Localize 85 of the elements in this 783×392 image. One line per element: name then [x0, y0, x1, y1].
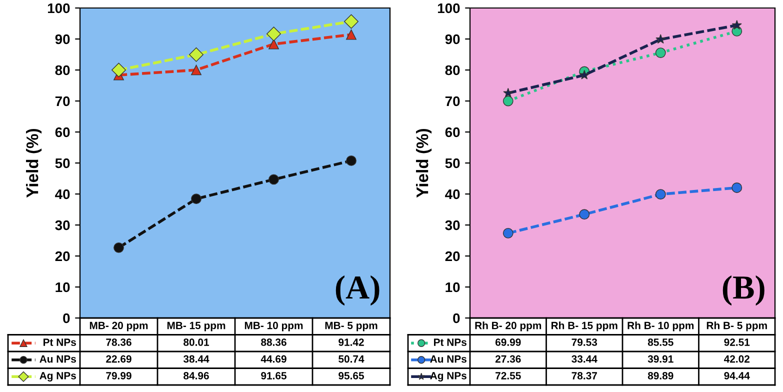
y-tick-label: 60 [55, 127, 70, 138]
point [655, 48, 666, 58]
y-tick-label: 40 [445, 189, 460, 200]
data-label: 89.89 [648, 372, 674, 380]
legend-label: Ag NPs [40, 372, 76, 382]
y-tick-label: 30 [445, 220, 460, 230]
data-label: 85.55 [648, 338, 674, 346]
y-tick-label: 0 [63, 313, 70, 324]
legend-label: Pt NPs [434, 338, 466, 346]
y-tick-label: 70 [445, 96, 460, 106]
category-label: MB- 15 ppm [167, 322, 226, 332]
point [346, 155, 356, 166]
y-tick-label: 100 [438, 3, 460, 14]
y-tick-label: 10 [56, 282, 70, 292]
point [268, 38, 279, 50]
y-tick-label: 20 [55, 251, 70, 262]
data-label: 79.99 [106, 372, 132, 380]
y-tick-label: 80 [445, 65, 460, 76]
data-label: 88.36 [261, 338, 286, 346]
y-tick-label: 20 [445, 251, 460, 262]
data-label: 69.99 [495, 338, 521, 346]
category-label: MB- 20 ppm [90, 322, 148, 332]
y-tick-label: 80 [55, 65, 70, 76]
data-label: 50.74 [338, 355, 364, 363]
y-axis-title: Yield (%) [26, 128, 42, 198]
data-label: 38.44 [183, 355, 210, 363]
legend-label: Ag NPs [430, 372, 466, 382]
data-label: 39.91 [648, 355, 674, 363]
y-tick-label: 90 [55, 34, 70, 44]
legend-label: Pt NPs [44, 338, 76, 346]
data-label: 42.02 [724, 355, 750, 363]
point [191, 194, 202, 204]
point [656, 34, 666, 44]
category-label: Rh B- 10 ppm [628, 322, 694, 332]
point [579, 70, 590, 80]
data-label: 22.69 [106, 355, 132, 363]
y-tick-label: 70 [55, 96, 70, 106]
data-label: 78.37 [572, 372, 597, 380]
point [579, 209, 590, 220]
category-label: MB- 5 ppm [325, 322, 378, 332]
data-label: 91.42 [338, 338, 364, 346]
legend-label: Au NPs [430, 355, 466, 363]
y-tick-label: 50 [55, 158, 70, 168]
category-label: Rh B- 15 ppm [552, 322, 618, 332]
category-label: MB- 10 ppm [244, 322, 303, 332]
point [191, 64, 202, 76]
point [655, 189, 666, 200]
point [732, 182, 742, 193]
point [268, 174, 279, 185]
annotation: (B) [722, 275, 764, 306]
data-label: 92.51 [724, 338, 750, 346]
legend-label: Au NPs [40, 355, 76, 363]
data-label: 72.55 [496, 372, 521, 380]
y-tick-label: 30 [55, 220, 70, 230]
point [732, 20, 742, 30]
data-label: 80.01 [184, 338, 209, 346]
y-tick-label: 60 [445, 127, 460, 138]
data-label: 95.65 [338, 372, 364, 380]
point [266, 26, 281, 42]
y-tick-label: 0 [453, 313, 460, 324]
data-label: 44.69 [260, 355, 286, 363]
y-axis-title: Yield (%) [416, 128, 432, 198]
point [112, 62, 126, 78]
category-label: Rh B- 20 ppm [475, 322, 542, 332]
y-tick-label: 100 [48, 3, 70, 14]
y-tick-label: 40 [55, 189, 70, 200]
point [344, 14, 358, 29]
point [502, 96, 514, 106]
y-tick-label: 10 [446, 282, 460, 292]
data-label: 79.53 [572, 338, 598, 346]
y-tick-label: 50 [445, 158, 460, 168]
point [503, 88, 514, 98]
y-tick-label: 90 [445, 34, 460, 44]
point [346, 29, 356, 40]
data-label: 84.96 [184, 372, 209, 380]
data-label: 27.36 [495, 355, 521, 363]
category-label: Rh B- 5 ppm [706, 322, 767, 332]
data-label: 94.44 [724, 372, 750, 380]
annotation: (A) [336, 275, 380, 306]
data-label: 91.65 [261, 372, 286, 380]
point [114, 242, 124, 253]
point [502, 228, 514, 238]
data-label: 33.44 [572, 355, 598, 363]
point [189, 47, 204, 62]
data-label: 78.36 [106, 338, 132, 346]
